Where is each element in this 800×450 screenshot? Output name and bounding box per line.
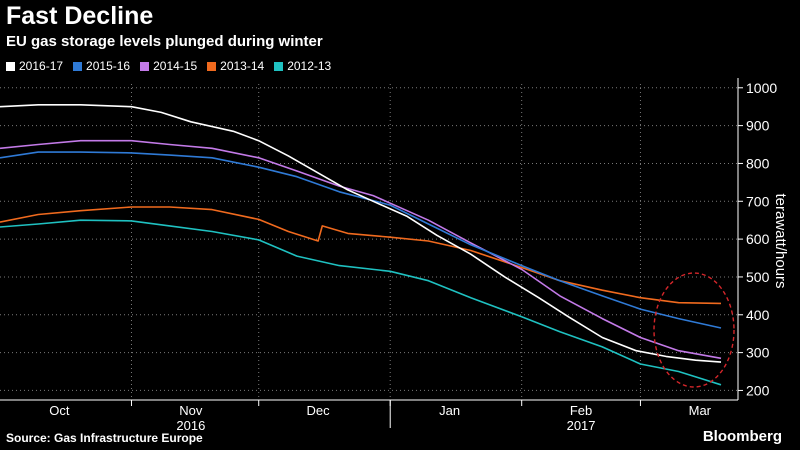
series-line-2014-15 [0, 139, 722, 360]
x-tick-label: Jan [439, 403, 460, 418]
legend-item-2012-13: 2012-13 [274, 59, 331, 73]
y-tick-label: 200 [746, 382, 770, 398]
legend-label-2016-17: 2016-17 [19, 59, 64, 73]
series-line-2015-16 [0, 151, 722, 329]
y-tick-label: 300 [746, 345, 770, 361]
brand-logo: Bloomberg [702, 428, 782, 445]
chart-title: Fast Decline [6, 2, 154, 30]
legend-label-2015-16: 2015-16 [86, 59, 131, 73]
legend-swatch-2016-17 [6, 61, 15, 71]
annotation-ellipse [653, 272, 735, 388]
legend-label-2013-14: 2013-14 [220, 59, 265, 73]
x-tick-label: Dec [307, 403, 331, 418]
y-tick-label: 800 [746, 155, 770, 171]
legend-item-2015-16: 2015-16 [73, 59, 130, 73]
x-tick-label: Nov [179, 403, 203, 418]
y-tick-label: 900 [746, 118, 770, 134]
legend-item-2014-15: 2014-15 [140, 59, 197, 73]
legend-item-2016-17: 2016-17 [6, 59, 63, 73]
source-note: Source: Gas Infrastructure Europe [6, 431, 203, 445]
legend-label-2014-15: 2014-15 [153, 59, 198, 73]
legend-swatch-2012-13 [274, 61, 284, 71]
series-line-2013-14 [0, 206, 722, 305]
x-year-label: 2017 [567, 418, 596, 433]
x-year-label: 2016 [176, 418, 205, 433]
legend-label-2012-13: 2012-13 [287, 59, 332, 73]
series-line-2012-13 [0, 219, 722, 386]
y-tick-label: 500 [746, 269, 770, 285]
y-axis-label: terawatt/hours [772, 193, 789, 288]
chart-subtitle: EU gas storage levels plunged during win… [6, 33, 323, 50]
legend-swatch-2014-15 [140, 61, 150, 71]
y-tick-label: 600 [746, 231, 770, 247]
legend-swatch-2015-16 [73, 61, 83, 71]
y-tick-label: 400 [746, 307, 770, 323]
x-tick-label: Mar [689, 403, 712, 418]
x-tick-label: Oct [49, 403, 70, 418]
y-tick-label: 700 [746, 193, 770, 209]
y-tick-label: 1000 [746, 80, 777, 96]
legend-item-2013-14: 2013-14 [207, 59, 264, 73]
x-tick-label: Feb [570, 403, 592, 418]
legend: 2016-17 2015-16 2014-15 2013-14 2012-13 [6, 59, 331, 73]
series-line-2016-17 [0, 104, 722, 363]
legend-swatch-2013-14 [207, 61, 217, 71]
